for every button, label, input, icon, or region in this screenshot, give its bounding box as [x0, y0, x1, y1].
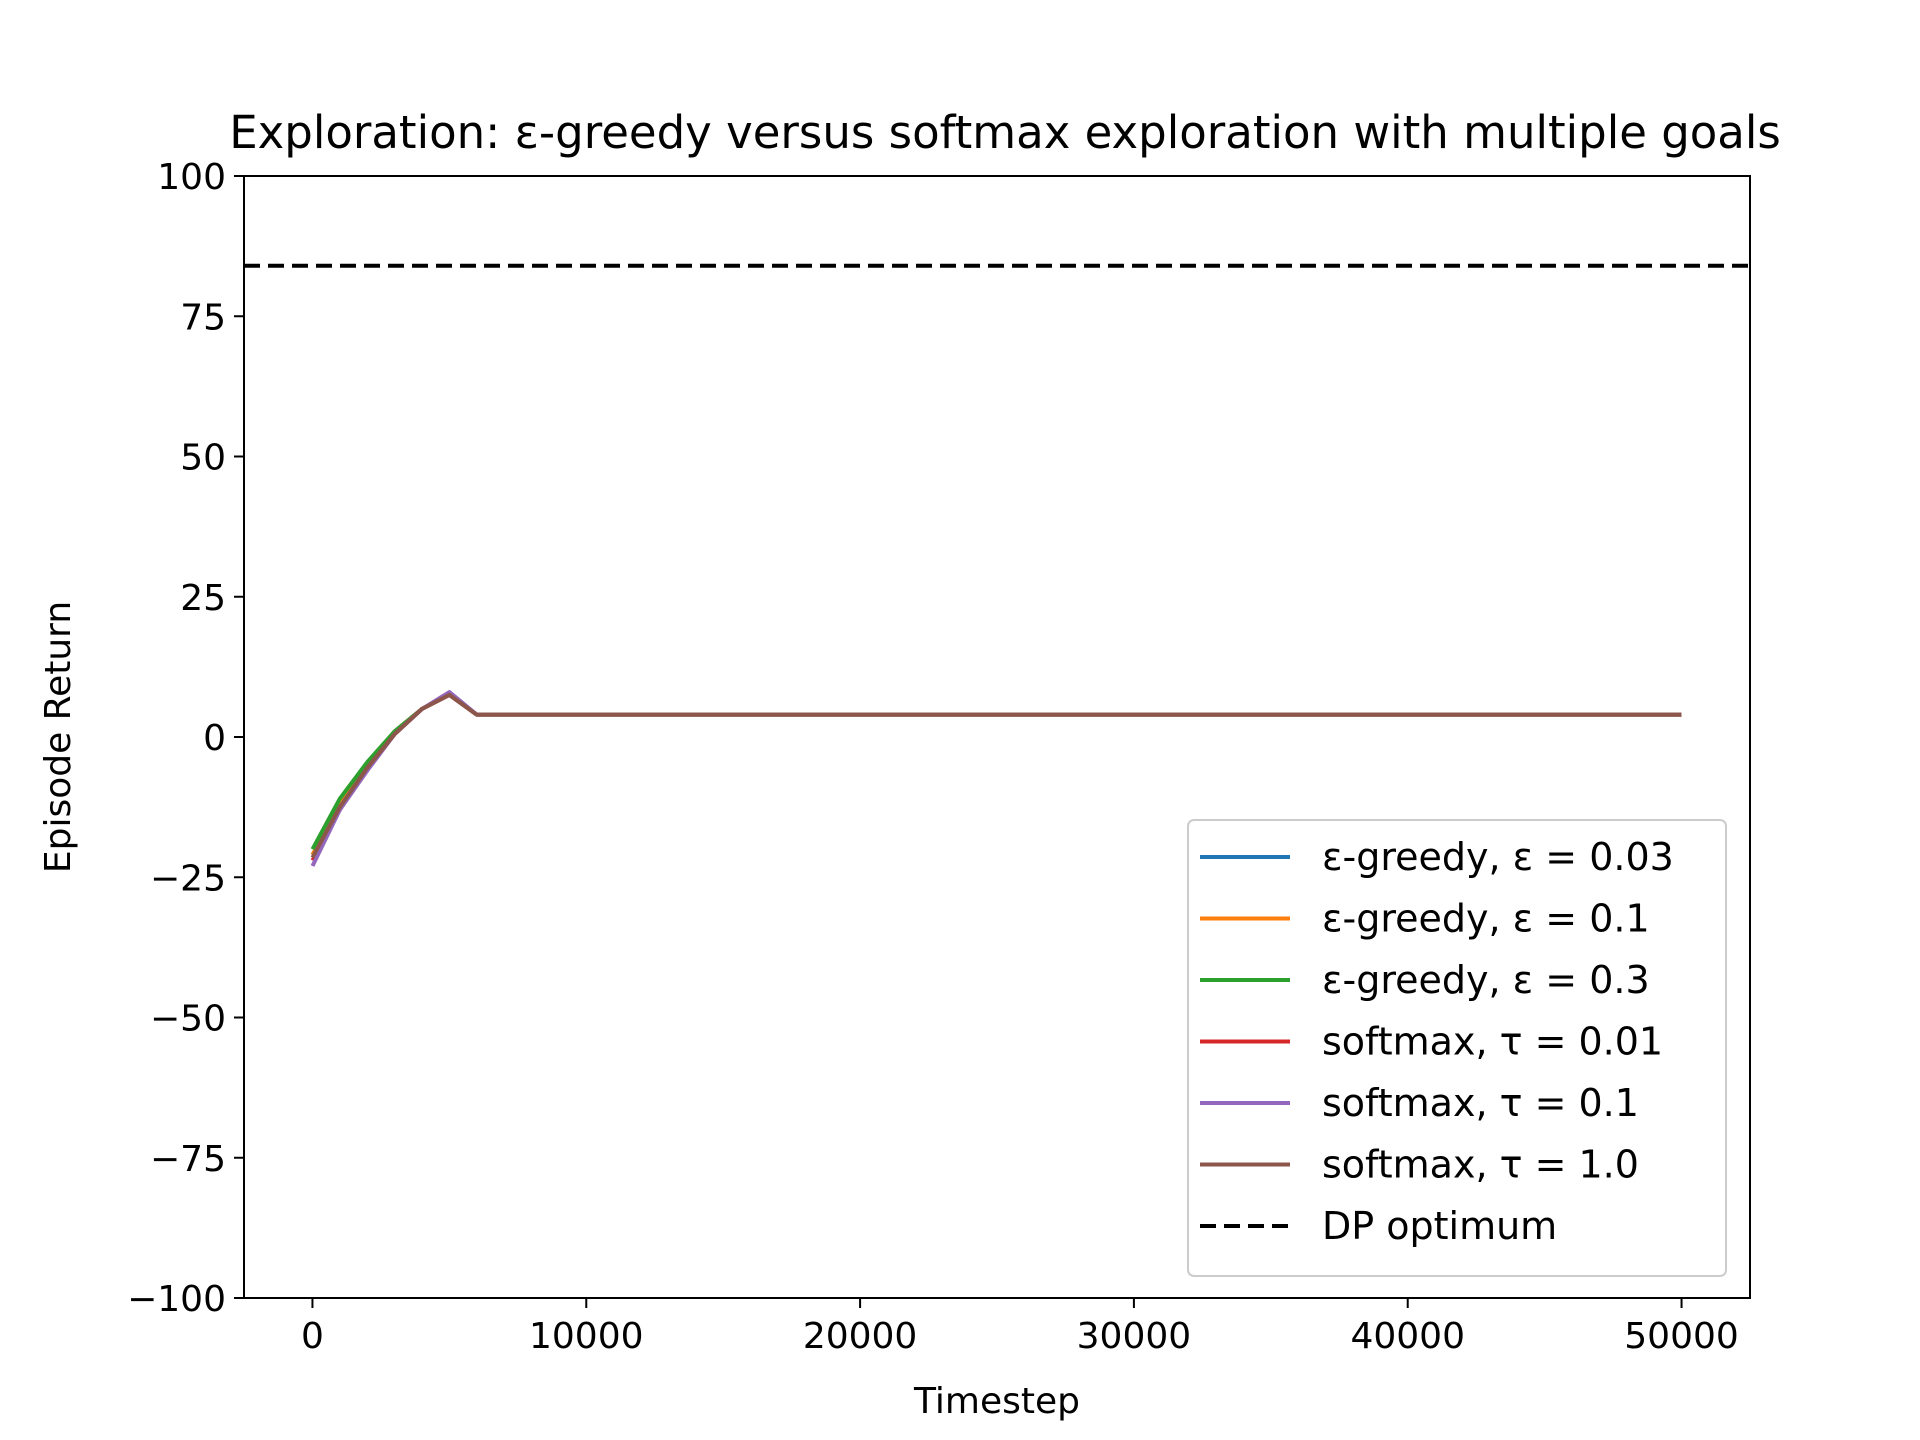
y-tick-label: 100 — [157, 157, 226, 198]
y-tick-label: −100 — [127, 1279, 226, 1320]
x-tick-label: 0 — [301, 1316, 324, 1357]
y-axis: −100 −75 −50 −25 0 25 50 75 100 — [127, 157, 244, 1320]
x-tick-label: 40000 — [1350, 1316, 1465, 1357]
x-tick-label: 30000 — [1077, 1316, 1192, 1357]
x-tick-label: 50000 — [1624, 1316, 1739, 1357]
legend: ε-greedy, ε = 0.03 ε-greedy, ε = 0.1 ε-gre… — [1187, 819, 1727, 1277]
legend-label: softmax, τ = 0.01 — [1322, 1020, 1663, 1064]
y-tick-label: −25 — [150, 858, 226, 899]
y-tick-label: 0 — [203, 718, 226, 759]
y-tick-label: −50 — [150, 999, 226, 1040]
y-tick-label: −75 — [150, 1139, 226, 1180]
legend-label: ε-greedy, ε = 0.03 — [1322, 835, 1674, 879]
plot-lines — [244, 263, 1750, 867]
y-tick-label: 50 — [180, 438, 226, 479]
y-axis-title: Episode Return — [38, 601, 79, 873]
legend-label: softmax, τ = 1.0 — [1322, 1143, 1639, 1187]
legend-box — [1187, 819, 1727, 1277]
legend-label: DP optimum — [1322, 1204, 1557, 1248]
x-tick-label: 10000 — [529, 1316, 644, 1357]
y-tick-label: 25 — [180, 578, 226, 619]
x-tick-label: 20000 — [803, 1316, 918, 1357]
y-tick-label: 75 — [180, 297, 226, 338]
legend-label: ε-greedy, ε = 0.3 — [1322, 958, 1650, 1002]
series-line-5 — [310, 692, 1682, 859]
chart-title: Exploration: ε-greedy versus softmax exp… — [229, 106, 1781, 159]
x-axis-title: Timestep — [913, 1381, 1080, 1422]
legend-label: ε-greedy, ε = 0.1 — [1322, 897, 1650, 941]
x-axis: 0 10000 20000 30000 40000 50000 — [301, 1298, 1739, 1357]
legend-label: softmax, τ = 0.1 — [1322, 1081, 1639, 1125]
